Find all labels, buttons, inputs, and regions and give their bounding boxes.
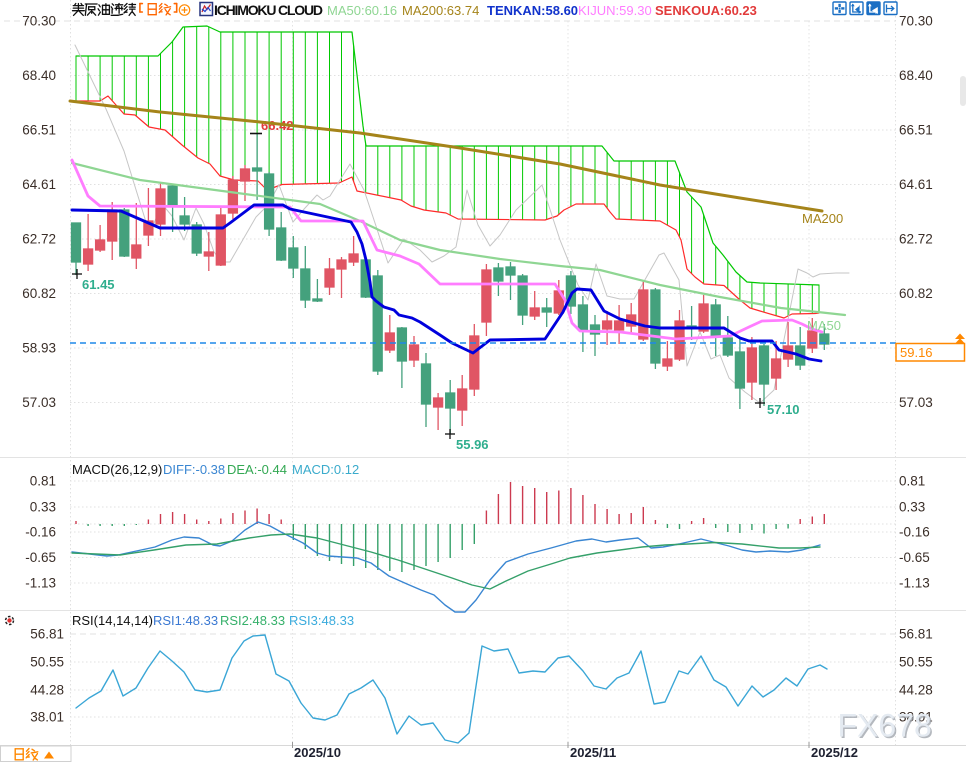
svg-text:60.82: 60.82 [899, 286, 933, 301]
svg-text:SENKOUA:60.23: SENKOUA:60.23 [655, 3, 757, 18]
svg-text:2025/10: 2025/10 [294, 745, 341, 760]
svg-text:66.51: 66.51 [899, 123, 933, 138]
svg-text:68.40: 68.40 [899, 68, 933, 83]
svg-text:56.81: 56.81 [899, 627, 933, 642]
svg-text:KIJUN:59.30: KIJUN:59.30 [578, 3, 652, 18]
svg-text:50.55: 50.55 [30, 655, 64, 670]
svg-text:TENKAN:58.60: TENKAN:58.60 [487, 3, 578, 18]
svg-text:MACD:0.12: MACD:0.12 [292, 462, 359, 477]
svg-text:-1.13: -1.13 [899, 576, 930, 591]
svg-text:64.61: 64.61 [899, 177, 933, 192]
svg-text:MA200:63.74: MA200:63.74 [402, 3, 479, 18]
svg-text:44.28: 44.28 [899, 683, 933, 698]
svg-text:-0.16: -0.16 [899, 525, 930, 540]
svg-text:61.45: 61.45 [82, 277, 115, 292]
svg-text:0.81: 0.81 [30, 474, 56, 489]
svg-text:50.55: 50.55 [899, 655, 933, 670]
svg-text:MA50: MA50 [807, 318, 841, 333]
svg-text:38.01: 38.01 [30, 710, 64, 725]
svg-text:70.30: 70.30 [899, 14, 933, 29]
svg-text:RSI1:48.33: RSI1:48.33 [153, 613, 218, 628]
svg-text:RSI2:48.33: RSI2:48.33 [220, 613, 285, 628]
svg-text:59.16: 59.16 [900, 345, 933, 360]
svg-text:2025/12: 2025/12 [811, 745, 858, 760]
svg-text:57.10: 57.10 [767, 402, 800, 417]
svg-text:0.33: 0.33 [30, 500, 56, 515]
svg-text:DIFF:-0.38: DIFF:-0.38 [163, 462, 225, 477]
svg-text:MACD(26,12,9): MACD(26,12,9) [72, 462, 162, 477]
svg-text:57.03: 57.03 [22, 395, 56, 410]
svg-text:0.33: 0.33 [899, 500, 925, 515]
svg-text:62.72: 62.72 [899, 232, 933, 247]
svg-text:FX678: FX678 [838, 708, 932, 744]
svg-text:66.51: 66.51 [22, 123, 56, 138]
svg-text:44.28: 44.28 [30, 683, 64, 698]
svg-text:68.40: 68.40 [22, 68, 56, 83]
svg-text:56.81: 56.81 [30, 627, 64, 642]
svg-text:-0.16: -0.16 [25, 525, 56, 540]
svg-text:0.81: 0.81 [899, 474, 925, 489]
svg-text:55.96: 55.96 [456, 437, 489, 452]
svg-text:2025/11: 2025/11 [570, 745, 616, 760]
svg-text:57.03: 57.03 [899, 395, 933, 410]
svg-text:64.61: 64.61 [22, 177, 56, 192]
svg-text:RSI(14,14,14): RSI(14,14,14) [72, 613, 153, 628]
svg-text:DEA:-0.44: DEA:-0.44 [227, 462, 287, 477]
svg-text:MA50:60.16: MA50:60.16 [327, 3, 397, 18]
svg-text:-0.65: -0.65 [899, 550, 930, 565]
svg-text:ICHIMOKU CLOUD: ICHIMOKU CLOUD [214, 2, 323, 18]
svg-text:60.82: 60.82 [22, 286, 56, 301]
svg-text:RSI3:48.33: RSI3:48.33 [289, 613, 354, 628]
svg-text:-1.13: -1.13 [25, 576, 56, 591]
svg-text:70.30: 70.30 [22, 14, 56, 29]
svg-text:MA200: MA200 [802, 211, 843, 226]
svg-text:-0.65: -0.65 [25, 550, 56, 565]
svg-text:58.93: 58.93 [22, 341, 56, 356]
svg-text:62.72: 62.72 [22, 232, 56, 247]
